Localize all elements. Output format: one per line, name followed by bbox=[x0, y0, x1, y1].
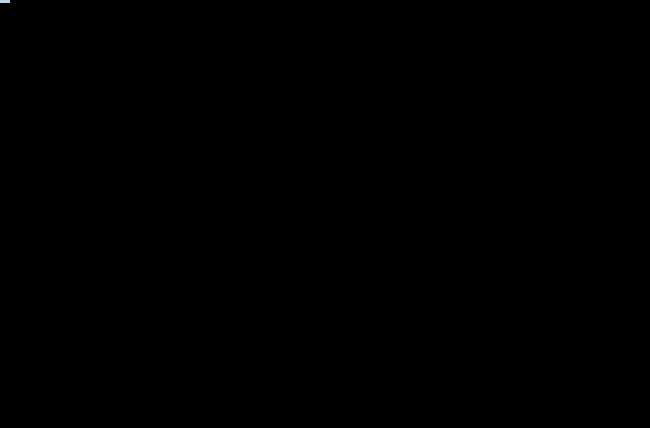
map-title bbox=[0, 0, 10, 3]
